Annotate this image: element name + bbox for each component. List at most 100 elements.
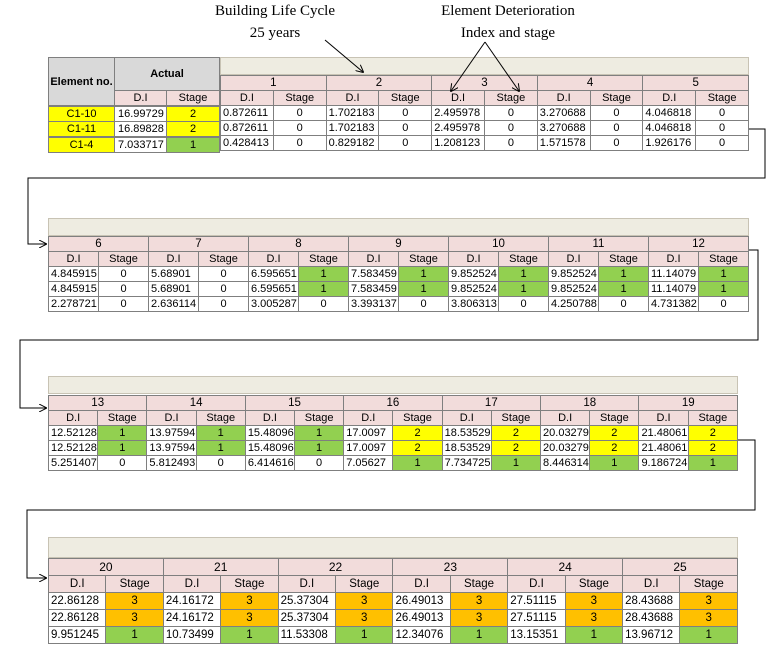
stage-subheader: Stage — [490, 410, 542, 426]
stage-value-cell: 0 — [698, 296, 749, 312]
di-value-cell: 3.806313 — [448, 296, 499, 312]
actual-stage-header: Stage — [166, 90, 220, 106]
stage-value-cell: 1 — [335, 626, 394, 644]
di-value-cell: 11.53308 — [277, 626, 337, 644]
stage-value-cell: 1 — [392, 455, 443, 471]
actual-stage-cell: 1 — [166, 137, 220, 153]
stage-value-cell: 1 — [564, 626, 624, 644]
di-subheader: D.I — [325, 90, 380, 106]
stage-value-cell: 3 — [564, 592, 624, 610]
stage-value-cell: 2 — [687, 440, 739, 456]
table-row: 2.278721 0 2.636114 0 3.005287 0 3.393137 0 3.80… — [48, 296, 749, 312]
di-value-cell: 26.49013 — [392, 609, 451, 627]
stage-value-cell: 3 — [449, 592, 509, 610]
di-subheader: D.I — [148, 251, 199, 267]
table-row: 12.52128 1 13.97594 1 15.48096 1 17.0097 2 18.53… — [47, 440, 739, 456]
stage-value-cell: 1 — [294, 425, 345, 441]
di-value-cell: 17.0097 — [343, 425, 394, 441]
stage-value-cell: 0 — [483, 135, 538, 151]
stage-subheader: Stage — [598, 251, 649, 267]
stage-value-cell: 3 — [679, 592, 738, 610]
stage-subheader: Stage — [679, 575, 738, 593]
stage-subheader: Stage — [98, 251, 149, 267]
stage-value-cell: 1 — [97, 440, 148, 456]
stage-subheader: Stage — [483, 90, 538, 106]
di-value-cell: 1.702183 — [325, 105, 380, 121]
year-header: 23 — [392, 558, 509, 576]
di-value-cell: 2.278721 — [48, 296, 99, 312]
year-header: 8 — [248, 236, 349, 252]
stage-value-cell: 1 — [687, 455, 739, 471]
stage-value-cell: 1 — [679, 626, 738, 644]
table4-top-band — [48, 537, 738, 558]
stage-subheader: Stage — [589, 410, 640, 426]
di-value-cell: 13.15351 — [507, 626, 566, 644]
stage-subheader: Stage — [498, 251, 549, 267]
table-row: 4.845915 0 5.68901 0 6.595651 1 7.583459 1 9.852… — [48, 281, 749, 297]
wrap-arrow-3 — [26, 439, 756, 578]
year-header: 11 — [548, 236, 649, 252]
year-header: 6 — [48, 236, 149, 252]
life-cycle-annotation: Building Life Cycle 25 years — [195, 0, 355, 44]
stage-arrow — [484, 41, 519, 91]
year-header: 5 — [642, 75, 749, 91]
wrap-arrow-2 — [19, 249, 759, 408]
di-subheader: D.I — [47, 410, 99, 426]
di-value-cell: 9.951245 — [47, 626, 107, 644]
di-subheader: D.I — [540, 410, 591, 426]
stage-value-cell: 3 — [449, 609, 509, 627]
year-header: 18 — [540, 395, 640, 411]
di-subheader: D.I — [622, 575, 681, 593]
stage-value-cell: 0 — [589, 135, 644, 151]
year-header: 2 — [325, 75, 433, 91]
di-value-cell: 1.571578 — [536, 135, 591, 151]
table-row: 5.251407 0 5.812493 0 6.414616 0 7.05627 1 7.734… — [47, 455, 739, 471]
di-value-cell: 9.186724 — [638, 455, 689, 471]
table-row: 4.845915 0 5.68901 0 6.595651 1 7.583459 1 9.852… — [48, 266, 749, 282]
stage-value-cell: 1 — [698, 266, 749, 282]
di-value-cell: 3.005287 — [248, 296, 299, 312]
actual-di-cell: 7.033717 — [114, 137, 167, 153]
di-value-cell: 7.05627 — [343, 455, 394, 471]
years-13-19-table: 13 14 15 16 17 18 19 D.I Stage D.I Stage D.I Stage D.… — [47, 395, 739, 471]
di-subheader: D.I — [448, 251, 499, 267]
di-value-cell: 7.583459 — [348, 281, 399, 297]
year-header: 25 — [622, 558, 738, 576]
table3-top-band — [48, 376, 738, 394]
stage-value-cell: 0 — [272, 135, 327, 151]
stage-value-cell: 1 — [398, 281, 449, 297]
element-name-cell: C1-4 — [48, 137, 115, 153]
stage-subheader: Stage — [220, 575, 279, 593]
table-row: 9.951245 1 10.73499 1 11.53308 1 12.34076 1 13.1… — [47, 626, 738, 644]
table2-top-band — [48, 218, 749, 236]
stage-value-cell: 2 — [392, 425, 443, 441]
di-subheader: D.I — [348, 251, 399, 267]
stage-subheader: Stage — [298, 251, 349, 267]
stage-value-cell: 1 — [498, 266, 549, 282]
di-value-cell: 17.0097 — [343, 440, 394, 456]
stage-value-cell: 1 — [298, 266, 349, 282]
life-cycle-title: Building Life Cycle — [215, 3, 335, 19]
year-header: 10 — [448, 236, 549, 252]
stage-subheader: Stage — [105, 575, 164, 593]
stage-value-cell: 2 — [490, 425, 542, 441]
stage-subheader: Stage — [378, 90, 433, 106]
years-20-25-table: 20 21 22 23 24 25 D.I Stage D.I Stage D.I Stage D.I S… — [47, 558, 738, 644]
di-value-cell: 28.43688 — [622, 609, 681, 627]
element-name-cell: C1-11 — [48, 121, 115, 137]
di-value-cell: 21.48061 — [638, 425, 689, 441]
stage-value-cell: 1 — [105, 626, 164, 644]
stage-value-cell: 0 — [294, 455, 345, 471]
di-value-cell: 3.393137 — [348, 296, 399, 312]
di-value-cell: 7.583459 — [348, 266, 399, 282]
deterioration-subtitle: Index and stage — [460, 25, 556, 41]
years-6-12-table: 6 7 8 9 10 11 12 D.I Stage D.I Stage D.I Stage D.I Sta… — [48, 236, 749, 312]
di-subheader: D.I — [162, 575, 222, 593]
di-value-cell: 4.046818 — [642, 120, 697, 136]
stage-value-cell: 3 — [105, 592, 164, 610]
table1-top-band — [220, 57, 749, 75]
di-value-cell: 9.852524 — [548, 281, 599, 297]
stage-subheader: Stage — [392, 410, 443, 426]
year-header: 14 — [146, 395, 246, 411]
